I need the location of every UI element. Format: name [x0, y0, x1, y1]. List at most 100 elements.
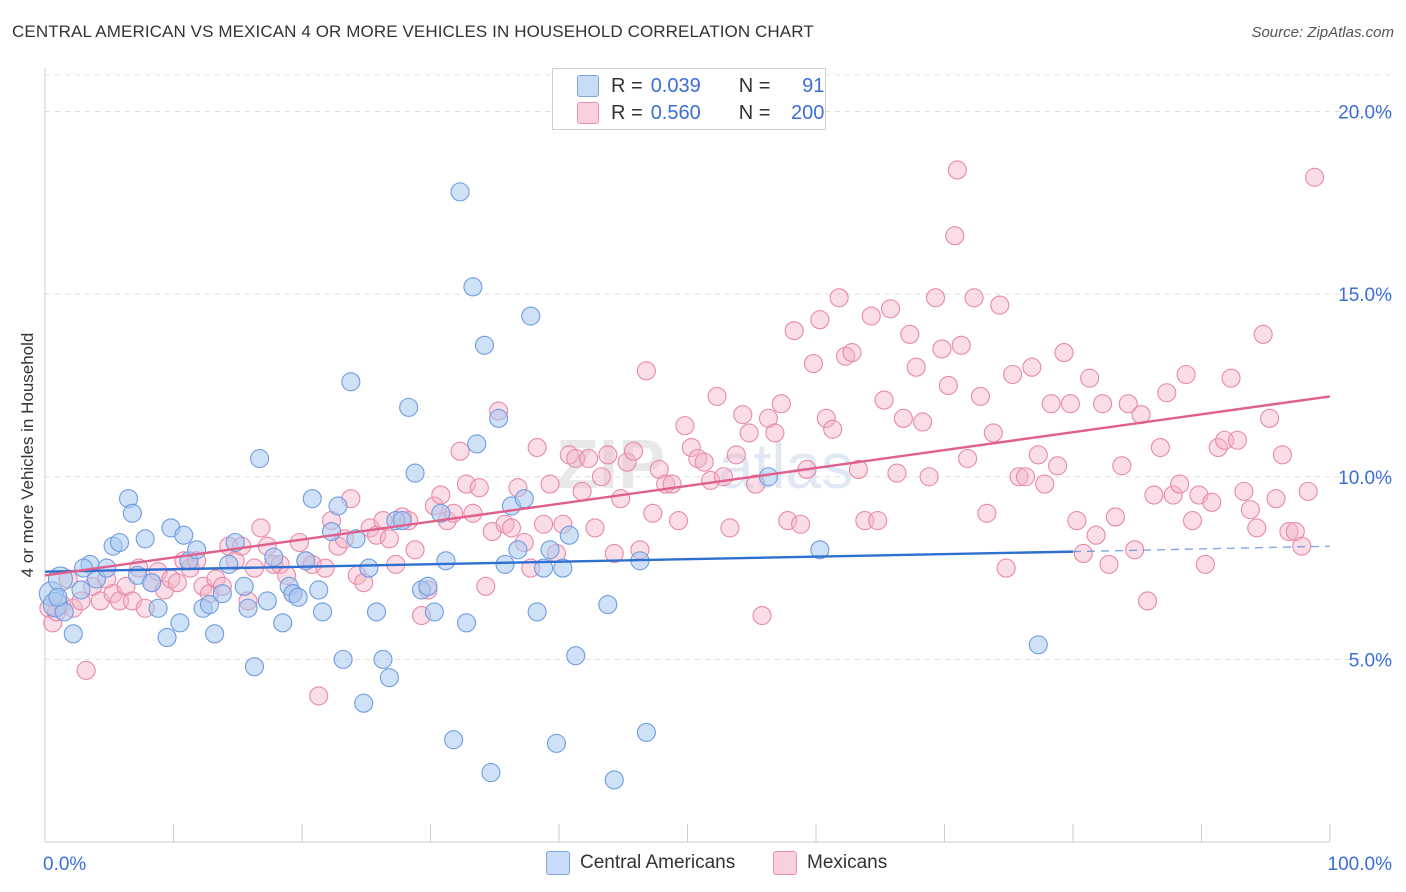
central-americans-point: [379, 668, 399, 688]
legend-r-label: R =: [611, 101, 643, 124]
mexicans-point: [713, 467, 734, 487]
mexicans-point: [726, 445, 746, 465]
mexicans-point: [983, 423, 1003, 443]
mexicans-point: [1118, 394, 1138, 414]
legend-r-value: 0.560: [650, 101, 701, 124]
central-americans-point: [288, 587, 308, 607]
central-americans-point: [264, 547, 284, 567]
mexicans-point: [1176, 364, 1196, 385]
mexicans-point: [990, 295, 1010, 315]
mexicans-point: [791, 514, 811, 534]
mexicans-point: [996, 558, 1016, 578]
legend-n-label: N =: [738, 74, 771, 97]
y-tick-label: 5.0%: [1349, 650, 1392, 671]
central-americans-point: [456, 613, 477, 633]
mexicans-point: [572, 481, 592, 501]
mexicans-point: [501, 518, 522, 538]
mexicans-point: [1022, 357, 1042, 377]
mexicans-point: [977, 503, 997, 523]
central-americans-point: [142, 573, 162, 593]
mexicans-point: [906, 357, 926, 377]
central-americans-point: [359, 558, 379, 578]
mexicans-point: [309, 686, 329, 706]
central-americans-point: [273, 613, 293, 633]
mexicans-point: [1279, 521, 1299, 542]
central-americans-point: [604, 770, 624, 790]
mexicans-point: [733, 405, 753, 425]
central-americans-point: [205, 624, 225, 644]
mexicans-point: [1099, 554, 1119, 574]
central-americans-point: [489, 408, 509, 428]
y-tick-label: 15.0%: [1338, 285, 1392, 306]
central-americans-point: [514, 489, 534, 509]
central-americans-point: [474, 335, 495, 355]
legend-swatch-blue: [577, 75, 599, 97]
mexicans-point: [456, 474, 477, 494]
mexicans-point: [1202, 492, 1222, 512]
central-americans-point: [636, 722, 656, 742]
y-tick-label: 10.0%: [1338, 468, 1392, 489]
mexicans-point: [636, 361, 656, 381]
central-americans-point: [467, 434, 487, 454]
central-americans-point: [450, 182, 470, 202]
mexicans-point: [752, 606, 772, 626]
source-label: Source: ZipAtlas.com: [1251, 24, 1394, 41]
mexicans-point: [694, 452, 714, 472]
legend-label-mexicans: Mexicans: [807, 852, 888, 873]
mexicans-point: [823, 419, 843, 439]
mexicans-point: [450, 441, 470, 461]
central-americans-point: [71, 580, 91, 600]
central-americans-point: [444, 730, 464, 750]
legend-item-central-americans[interactable]: Central Americans: [546, 851, 735, 875]
mexicans-point: [1112, 456, 1132, 476]
mexicans-point: [617, 452, 637, 472]
legend-n-label: N =: [738, 101, 771, 124]
central-americans-trend-extension: [1072, 545, 1331, 553]
central-americans-point: [63, 624, 83, 644]
central-americans-point: [122, 503, 142, 523]
mexicans-point: [1086, 525, 1106, 545]
mexicans-point: [778, 511, 798, 531]
mexicans-point: [1195, 554, 1215, 574]
mexicans-point: [1105, 507, 1125, 527]
mexicans-point: [76, 660, 96, 680]
central-americans-point: [424, 602, 444, 622]
mexicans-point: [925, 288, 946, 308]
mexicans-point: [469, 478, 489, 498]
mexicans-point: [964, 288, 984, 308]
mexicans-point: [947, 160, 967, 180]
central-americans-point: [302, 489, 322, 509]
mexicans-point: [1048, 456, 1068, 476]
mexicans-point: [771, 394, 791, 414]
mexicans-point: [579, 448, 599, 469]
mexicans-point: [379, 529, 399, 549]
central-americans-point: [527, 602, 547, 622]
legend-item-mexicans[interactable]: Mexicans: [773, 851, 887, 875]
mexicans-point: [251, 518, 271, 538]
central-americans-point: [109, 532, 130, 553]
central-americans-point: [758, 467, 779, 487]
mexicans-point: [932, 339, 952, 359]
mexicans-point: [1221, 368, 1241, 388]
legend-n-value: 91: [802, 74, 825, 97]
mexicans-points: [39, 160, 1325, 706]
central-americans-point: [1028, 635, 1048, 655]
mexicans-point: [289, 532, 309, 553]
mexicans-point: [1240, 500, 1260, 520]
mexicans-point: [919, 467, 939, 487]
mexicans-point: [1144, 485, 1164, 505]
central-americans-point: [431, 503, 451, 523]
mexicans-point: [681, 437, 701, 458]
legend-swatch-blue: [546, 851, 570, 875]
mexicans-point: [1003, 364, 1023, 385]
central-americans-point: [399, 397, 419, 417]
mexicans-point: [604, 543, 624, 564]
mexicans-point: [598, 445, 618, 465]
mexicans-point: [874, 390, 894, 410]
mexicans-point: [662, 474, 682, 494]
mexicans-point: [913, 412, 933, 432]
central-americans-point: [212, 584, 232, 604]
mexicans-point: [958, 448, 978, 469]
central-americans-point: [234, 576, 254, 596]
central-americans-point: [170, 613, 190, 633]
